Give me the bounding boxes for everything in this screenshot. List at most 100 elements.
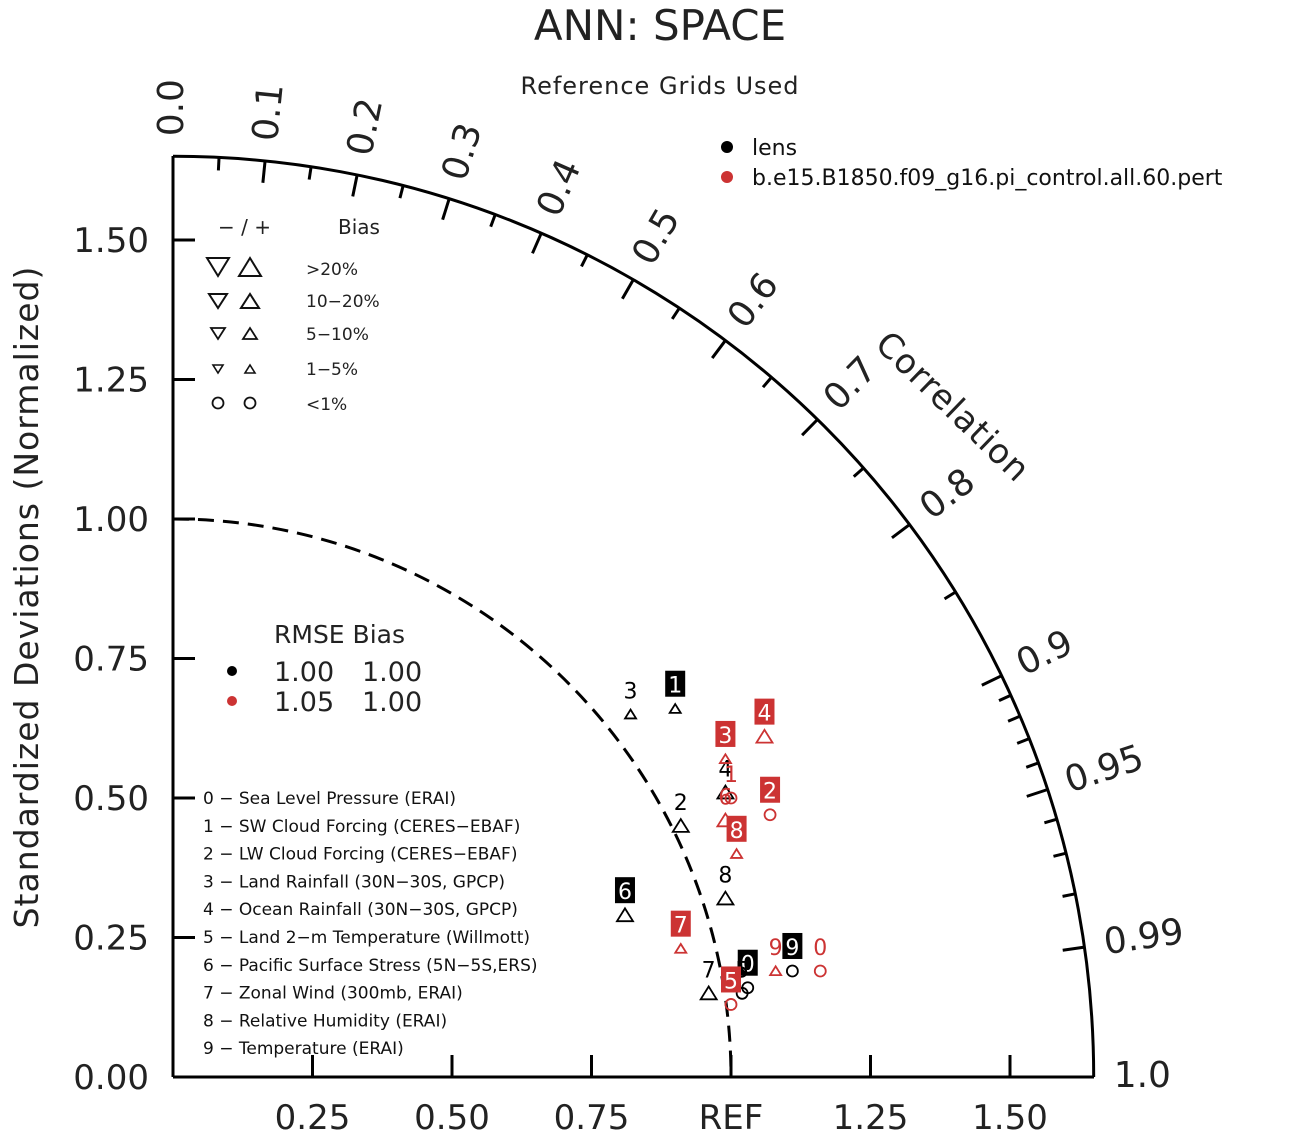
variable-list: 0 − Sea Level Pressure (ERAI) 1 − SW Clou… [203, 789, 538, 1059]
corr-tick-mark [998, 693, 1012, 703]
rmse-bias-table: RMSE Bias 1.00 1.00 1.05 1.00 [227, 620, 422, 718]
corr-tick-label: 0.1 [245, 82, 292, 143]
data-point: 1 [665, 670, 686, 714]
corr-tick-mark [580, 254, 589, 268]
data-point: 3 [715, 720, 736, 764]
point-label-box [754, 698, 775, 725]
bias-row-label: 5−10% [306, 325, 369, 345]
rmse-dot-lens [227, 666, 237, 676]
corr-tick-mark [398, 185, 405, 199]
corr-tick-mark [981, 674, 1003, 687]
marker-circle [763, 808, 777, 822]
bias-up-triangle-tiny [243, 363, 257, 374]
legend-dot-pert [721, 171, 733, 183]
y-tick-label: 1.00 [73, 500, 149, 540]
bias-row-label: <1% [306, 395, 347, 415]
corr-tick-label: 0.99 [1101, 911, 1186, 963]
data-point: 8 [726, 815, 747, 859]
marker-triangle [715, 889, 736, 906]
point-label: 0 [813, 936, 827, 961]
point-label: 2 [674, 791, 688, 816]
axes [171, 154, 1096, 1079]
x-tick-label: 0.25 [275, 1098, 351, 1135]
corr-tick-label: 0.3 [434, 118, 490, 185]
data-point: 6 [614, 877, 635, 923]
data-point: 5 [721, 966, 741, 1011]
case-legend: lens b.e15.B1850.f09_g16.pi_control.all.… [721, 136, 1223, 191]
data-point: 2 [760, 776, 781, 822]
corr-tick-mark [531, 232, 543, 254]
point-label: 3 [718, 724, 732, 749]
corr-tick-label: 0.2 [340, 95, 392, 159]
data-point: 8 [715, 863, 736, 906]
marker-circle [724, 791, 738, 805]
point-label: 5 [724, 969, 738, 994]
corr-tick-label: 0.8 [912, 461, 982, 528]
marker-circle [813, 964, 827, 978]
variable-list-item: 8 − Relative Humidity (ERAI) [203, 1011, 447, 1031]
bias-up-triangle-small [241, 326, 259, 340]
corr-tick-mark [852, 466, 865, 478]
corr-tick-label: 0.95 [1060, 737, 1149, 801]
bias-up-triangle-medium [239, 292, 261, 309]
point-label: 8 [718, 863, 732, 888]
marker-triangle [768, 964, 783, 977]
data-point: 9 [768, 936, 783, 977]
variable-list-item: 3 − Land Rainfall (30N−30S, GPCP) [203, 872, 505, 892]
data-point: 4 [754, 698, 775, 744]
variable-list-item: 0 − Sea Level Pressure (ERAI) [203, 789, 456, 809]
rmse-dot-pert [227, 696, 237, 706]
variable-list-item: 4 − Ocean Rainfall (30N−30S, GPCP) [203, 900, 518, 920]
point-label-box [721, 966, 741, 993]
bias-circle-pos [243, 396, 257, 410]
bias-down-triangle-large [205, 257, 231, 278]
outer-std-arc [172, 154, 1096, 1078]
reference-std-arc [172, 517, 733, 1078]
point-label: 6 [718, 785, 732, 810]
point-label: 7 [674, 914, 688, 939]
corr-tick-mark [801, 418, 819, 437]
corr-tick-mark [761, 376, 773, 389]
variable-list-item: 2 − LW Cloud Forcing (CERES−EBAF) [203, 845, 517, 865]
bias-row-label: >20% [306, 260, 358, 280]
marker-triangle [754, 728, 775, 744]
corr-tick-mark [441, 198, 451, 221]
rmse-bias-header: RMSE Bias [274, 620, 405, 649]
legend-label-pert: b.e15.B1850.f09_g16.pi_control.all.60.pe… [752, 166, 1223, 191]
marker-circle [735, 986, 749, 1000]
y-tick-label: 1.50 [73, 221, 149, 261]
marker-triangle [668, 702, 683, 714]
point-label-box [670, 910, 691, 937]
corr-tick-mark [670, 307, 681, 320]
rmse-value-pert: 1.05 [274, 687, 334, 718]
marker-triangle [623, 707, 638, 720]
corr-tick-mark [1043, 817, 1058, 825]
variable-list-item: 9 − Temperature (ERAI) [203, 1039, 404, 1059]
y-axis-label: Standardized Deviations (Normalized) [7, 266, 46, 929]
variable-list-item: 6 − Pacific Surface Stress (5N−5S,ERS) [203, 956, 538, 976]
bias-down-triangle-small [209, 327, 227, 341]
corr-tick-mark [1016, 737, 1030, 745]
data-point: 3 [623, 679, 638, 720]
corr-tick-mark [489, 214, 497, 228]
bias-row-label: 1−5% [306, 360, 358, 380]
x-tick-label: 1.25 [833, 1098, 909, 1135]
corr-tick-label: 0.5 [624, 202, 688, 272]
marker-circle [724, 998, 738, 1011]
y-tick-label: 0.75 [73, 640, 149, 680]
point-label: 9 [785, 936, 799, 961]
marker-triangle [673, 942, 688, 954]
corr-tick-mark [1053, 851, 1067, 858]
data-point: 1 [724, 763, 738, 805]
corr-tick-label: 0.4 [529, 154, 589, 223]
point-label-box [737, 949, 758, 976]
point-label-box [726, 815, 747, 842]
marker-circle [785, 964, 799, 978]
marker-triangle [718, 752, 733, 764]
corr-tick-mark [1026, 788, 1049, 798]
marker-triangle [615, 906, 635, 923]
y-tick-label: 0.25 [73, 919, 149, 959]
corr-tick-mark [261, 160, 267, 183]
bias-row-label: 10−20% [306, 292, 380, 312]
